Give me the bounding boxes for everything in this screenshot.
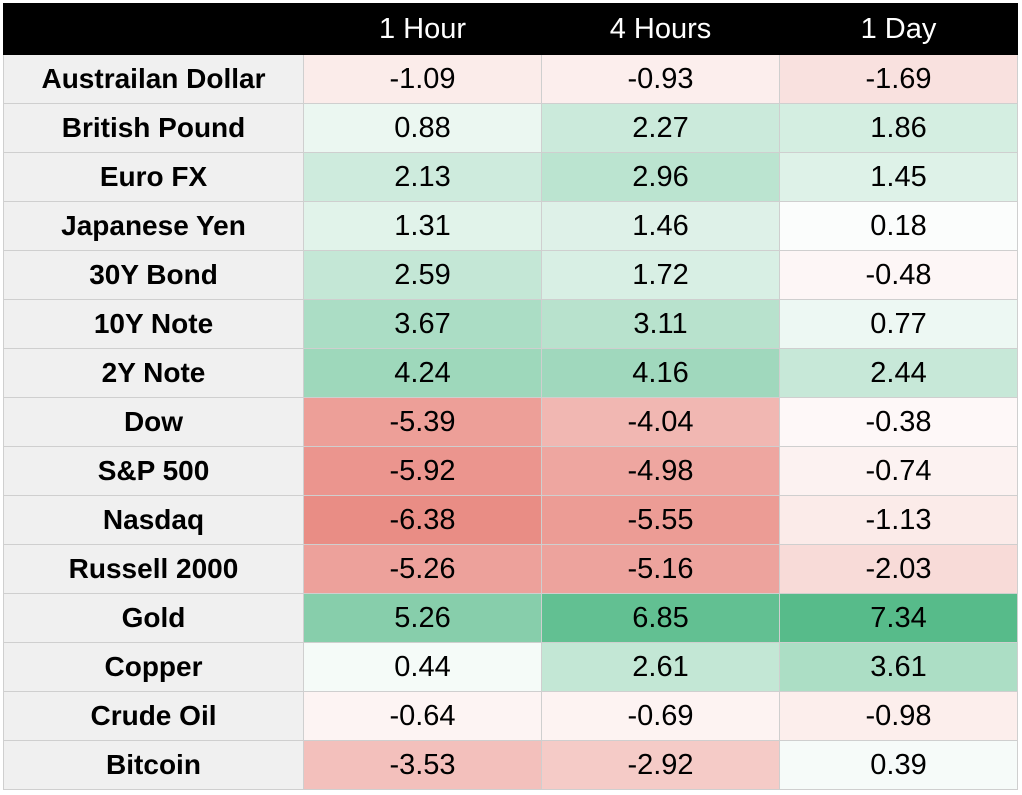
row-label: Nasdaq xyxy=(3,495,304,545)
row-label: Gold xyxy=(3,593,304,643)
table-row: Japanese Yen 1.31 1.46 0.18 xyxy=(3,201,1018,251)
heatmap-cell: 0.44 xyxy=(303,642,542,692)
heatmap-cell: -0.38 xyxy=(779,397,1018,447)
heatmap-cell: -3.53 xyxy=(303,740,542,790)
heatmap-cell: -1.09 xyxy=(303,54,542,104)
table-row: Crude Oil -0.64 -0.69 -0.98 xyxy=(3,691,1018,741)
heatmap-cell: -5.55 xyxy=(541,495,780,545)
table-row: Nasdaq -6.38 -5.55 -1.13 xyxy=(3,495,1018,545)
table-row: Euro FX 2.13 2.96 1.45 xyxy=(3,152,1018,202)
heatmap-cell: -6.38 xyxy=(303,495,542,545)
heatmap-cell: -0.93 xyxy=(541,54,780,104)
corner-cell xyxy=(3,3,304,55)
table-row: Austrailan Dollar -1.09 -0.93 -1.69 xyxy=(3,54,1018,104)
heatmap-body: Austrailan Dollar -1.09 -0.93 -1.69 British … xyxy=(3,54,1018,790)
row-label: British Pound xyxy=(3,103,304,153)
heatmap-cell: 0.77 xyxy=(779,299,1018,349)
heatmap-cell: 0.88 xyxy=(303,103,542,153)
heatmap-cell: 1.45 xyxy=(779,152,1018,202)
heatmap-cell: 1.86 xyxy=(779,103,1018,153)
row-label: 2Y Note xyxy=(3,348,304,398)
heatmap-cell: -0.98 xyxy=(779,691,1018,741)
heatmap-cell: 3.67 xyxy=(303,299,542,349)
row-label: Crude Oil xyxy=(3,691,304,741)
heatmap-cell: -0.48 xyxy=(779,250,1018,300)
column-header-1-day: 1 Day xyxy=(779,3,1018,55)
row-label: Dow xyxy=(3,397,304,447)
row-label: S&P 500 xyxy=(3,446,304,496)
heatmap-cell: 2.59 xyxy=(303,250,542,300)
heatmap-cell: 3.11 xyxy=(541,299,780,349)
heatmap-cell: -5.16 xyxy=(541,544,780,594)
heatmap-table: 1 Hour 4 Hours 1 Day Austrailan Dollar -1… xyxy=(3,3,1018,790)
row-label: Austrailan Dollar xyxy=(3,54,304,104)
heatmap-cell: -1.13 xyxy=(779,495,1018,545)
heatmap-cell: 2.44 xyxy=(779,348,1018,398)
heatmap-cell: 6.85 xyxy=(541,593,780,643)
row-label: 10Y Note xyxy=(3,299,304,349)
heatmap-cell: 1.31 xyxy=(303,201,542,251)
table-row: Gold 5.26 6.85 7.34 xyxy=(3,593,1018,643)
heatmap-cell: -1.69 xyxy=(779,54,1018,104)
header-row: 1 Hour 4 Hours 1 Day xyxy=(3,3,1018,55)
heatmap-cell: 1.72 xyxy=(541,250,780,300)
row-label: 30Y Bond xyxy=(3,250,304,300)
row-label: Copper xyxy=(3,642,304,692)
table-row: Copper 0.44 2.61 3.61 xyxy=(3,642,1018,692)
heatmap-cell: -5.26 xyxy=(303,544,542,594)
table-row: British Pound 0.88 2.27 1.86 xyxy=(3,103,1018,153)
heatmap-cell: 0.18 xyxy=(779,201,1018,251)
heatmap-cell: -2.92 xyxy=(541,740,780,790)
heatmap-cell: 0.39 xyxy=(779,740,1018,790)
heatmap-cell: 7.34 xyxy=(779,593,1018,643)
heatmap-cell: 2.96 xyxy=(541,152,780,202)
table-row: Dow -5.39 -4.04 -0.38 xyxy=(3,397,1018,447)
heatmap-cell: 1.46 xyxy=(541,201,780,251)
heatmap-cell: 5.26 xyxy=(303,593,542,643)
table-row: 10Y Note 3.67 3.11 0.77 xyxy=(3,299,1018,349)
table-row: S&P 500 -5.92 -4.98 -0.74 xyxy=(3,446,1018,496)
heatmap-cell: 4.16 xyxy=(541,348,780,398)
heatmap-cell: -0.64 xyxy=(303,691,542,741)
column-header-1-hour: 1 Hour xyxy=(303,3,542,55)
column-header-4-hours: 4 Hours xyxy=(541,3,780,55)
heatmap-cell: -4.98 xyxy=(541,446,780,496)
table-row: 30Y Bond 2.59 1.72 -0.48 xyxy=(3,250,1018,300)
heatmap-cell: 3.61 xyxy=(779,642,1018,692)
heatmap-cell: -0.69 xyxy=(541,691,780,741)
table-row: Bitcoin -3.53 -2.92 0.39 xyxy=(3,740,1018,790)
heatmap-cell: 2.61 xyxy=(541,642,780,692)
heatmap-cell: -5.92 xyxy=(303,446,542,496)
heatmap-cell: 2.27 xyxy=(541,103,780,153)
row-label: Russell 2000 xyxy=(3,544,304,594)
heatmap-cell: -2.03 xyxy=(779,544,1018,594)
row-label: Bitcoin xyxy=(3,740,304,790)
heatmap-cell: -0.74 xyxy=(779,446,1018,496)
table-row: Russell 2000 -5.26 -5.16 -2.03 xyxy=(3,544,1018,594)
heatmap-cell: -4.04 xyxy=(541,397,780,447)
row-label: Japanese Yen xyxy=(3,201,304,251)
heatmap-cell: 4.24 xyxy=(303,348,542,398)
table-row: 2Y Note 4.24 4.16 2.44 xyxy=(3,348,1018,398)
row-label: Euro FX xyxy=(3,152,304,202)
heatmap-cell: 2.13 xyxy=(303,152,542,202)
heatmap-cell: -5.39 xyxy=(303,397,542,447)
